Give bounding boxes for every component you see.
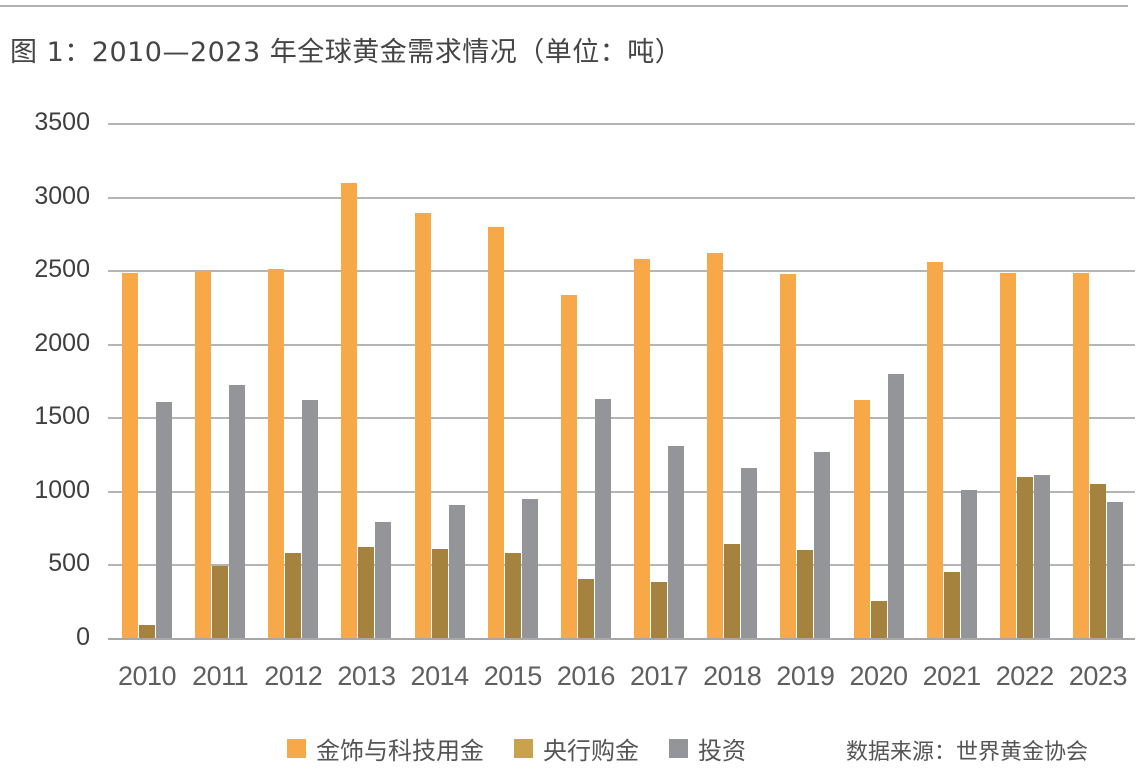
bar-2017-2 [668,446,685,638]
bar-2010-1 [139,625,155,638]
bar-2019-2 [814,452,831,638]
x-tick-label: 2022 [995,661,1055,691]
bar-2017-1 [651,582,668,638]
x-tick-label: 2023 [1068,661,1128,691]
top-rule-divider [0,5,1128,7]
plot-area [108,123,1135,640]
gridline [108,490,1135,493]
bar-2015-0 [487,227,504,638]
bar-2020-1 [870,601,887,638]
bar-2023-0 [1072,272,1089,638]
x-tick-label: 2019 [776,661,835,691]
bar-2013-1 [358,547,375,638]
bar-2010-0 [122,272,138,638]
legend-label: 央行购金 [543,736,639,765]
y-tick-label: 3000 [34,181,90,210]
bar-2018-1 [724,544,741,638]
x-tick-label: 2017 [630,661,689,691]
bar-2016-2 [594,399,611,638]
bar-2014-1 [431,549,448,638]
gridline [108,123,1135,125]
y-tick-label: 1500 [34,402,90,431]
bar-2011-2 [229,385,246,638]
bar-2016-0 [560,295,577,638]
gridline [108,343,1135,346]
bar-2020-2 [887,374,904,638]
bar-2013-2 [375,522,392,638]
x-tick-label: 2020 [849,661,908,691]
x-tick-label: 2021 [922,661,982,691]
bar-2011-1 [212,566,229,638]
y-tick-label: 1000 [34,475,90,504]
bar-2014-0 [414,213,431,638]
bar-2017-0 [634,259,651,638]
legend-swatch-investment [669,738,688,758]
gridline [108,417,1135,420]
bar-2021-2 [960,490,977,638]
x-tick-label: 2016 [556,661,616,691]
bar-2023-1 [1089,483,1106,638]
gridline [108,270,1135,273]
bar-2019-1 [797,550,814,638]
bar-2016-1 [577,579,594,638]
bar-2021-0 [926,262,943,638]
y-tick-label: 2000 [34,328,90,357]
x-tick-label: 2015 [483,661,543,691]
legend-label: 金饰与科技用金 [316,736,484,765]
y-tick-label: 3500 [34,108,90,136]
y-tick-label: 2500 [34,255,90,284]
x-tick-label: 2012 [264,661,323,691]
bar-2012-1 [285,553,302,638]
legend-item-investment: 投资 [669,731,746,766]
x-tick-label: 2011 [192,661,249,691]
x-tick-label: 2010 [117,661,177,691]
legend: 金饰与科技用金 央行购金 投资 [287,731,776,765]
bar-2012-2 [302,400,319,638]
bar-2012-0 [268,269,285,638]
bar-2014-2 [448,505,465,638]
gridline [108,564,1135,567]
bar-2022-0 [999,272,1016,638]
bar-2013-0 [341,183,358,638]
bar-2011-0 [195,270,212,638]
bar-2020-0 [853,400,870,638]
x-tick-label: 2013 [337,661,396,691]
gridline [108,196,1135,199]
y-tick-label: 0 [76,623,90,651]
legend-swatch-jewelry-tech [287,738,306,758]
legend-item-central-bank: 央行购金 [514,731,639,766]
bar-2010-2 [156,402,172,638]
bar-2022-2 [1033,475,1050,638]
bar-2021-1 [943,572,960,638]
legend-item-jewelry-tech: 金饰与科技用金 [287,731,484,766]
legend-swatch-central-bank [514,738,533,758]
x-tick-label: 2014 [410,661,470,691]
data-source-note: 数据来源：世界黄金协会 [846,740,1089,765]
bar-2019-0 [780,274,797,638]
bar-2015-1 [504,553,521,638]
bar-2022-1 [1016,477,1033,638]
bar-2023-2 [1106,501,1123,638]
x-axis-baseline [108,638,1135,640]
x-tick-label: 2018 [703,661,762,691]
bar-2015-2 [521,499,538,638]
chart-title: 图 1：2010—2023 年全球黄金需求情况（单位：吨） [10,37,683,68]
bar-2018-2 [741,468,758,638]
y-tick-label: 500 [48,549,90,578]
bar-2018-0 [707,253,724,638]
legend-label: 投资 [698,736,746,765]
